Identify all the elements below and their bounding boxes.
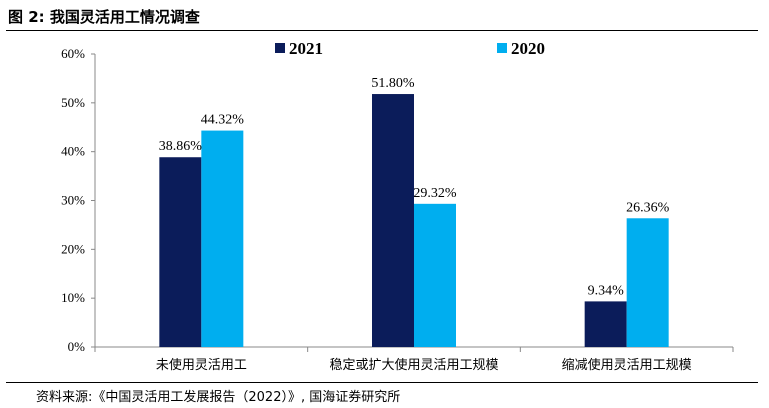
bar-2021 — [372, 94, 414, 347]
y-tick-label: 30% — [61, 193, 85, 208]
bar-2021 — [584, 301, 627, 347]
bar-2021 — [159, 157, 202, 347]
x-category-label: 未使用灵活用工 — [156, 357, 247, 373]
y-tick-label: 60% — [61, 46, 85, 61]
legend-swatch-2021 — [275, 43, 285, 53]
bar-2020 — [414, 203, 456, 347]
source-note: 资料来源:《中国灵活用工发展报告（2022）》, 国海证券研究所 — [36, 390, 401, 405]
data-label-2021: 51.80% — [371, 76, 415, 91]
chart-bars — [159, 94, 669, 347]
figure-title: 图 2: 我国灵活用工情况调查 — [8, 8, 200, 26]
y-tick-label: 50% — [61, 95, 85, 110]
data-label-2020: 44.32% — [201, 113, 245, 128]
data-label-2020: 29.32% — [413, 186, 457, 201]
bar-2020 — [626, 218, 669, 347]
chart-axes: 0% 10% 20% 30% 40% 50% 60% 未使用灵活用工 稳定或扩大使用灵活用工规模… — [61, 46, 734, 373]
y-tick-label: 10% — [61, 290, 85, 305]
legend-label-2021: 2021 — [289, 39, 323, 58]
data-label-2020: 26.36% — [626, 200, 670, 215]
x-category-label: 稳定或扩大使用灵活用工规模 — [329, 357, 498, 373]
data-label-2021: 9.34% — [588, 283, 625, 298]
legend-swatch-2020 — [497, 43, 507, 53]
legend-label-2020: 2020 — [511, 39, 545, 58]
x-category-label: 缩减使用灵活用工规模 — [562, 357, 692, 373]
bar-2020 — [201, 130, 244, 347]
title-divider — [6, 30, 758, 31]
data-label-2021: 38.86% — [159, 139, 203, 154]
chart-data-labels: 38.86% 44.32% 51.80% 29.32% 9.34% 26.36% — [159, 76, 670, 298]
y-tick-label: 0% — [68, 339, 86, 354]
chart-legend: 2021 2020 — [275, 39, 545, 58]
y-tick-label: 20% — [61, 241, 85, 256]
y-tick-label: 40% — [61, 144, 85, 159]
footer-divider — [6, 382, 758, 383]
